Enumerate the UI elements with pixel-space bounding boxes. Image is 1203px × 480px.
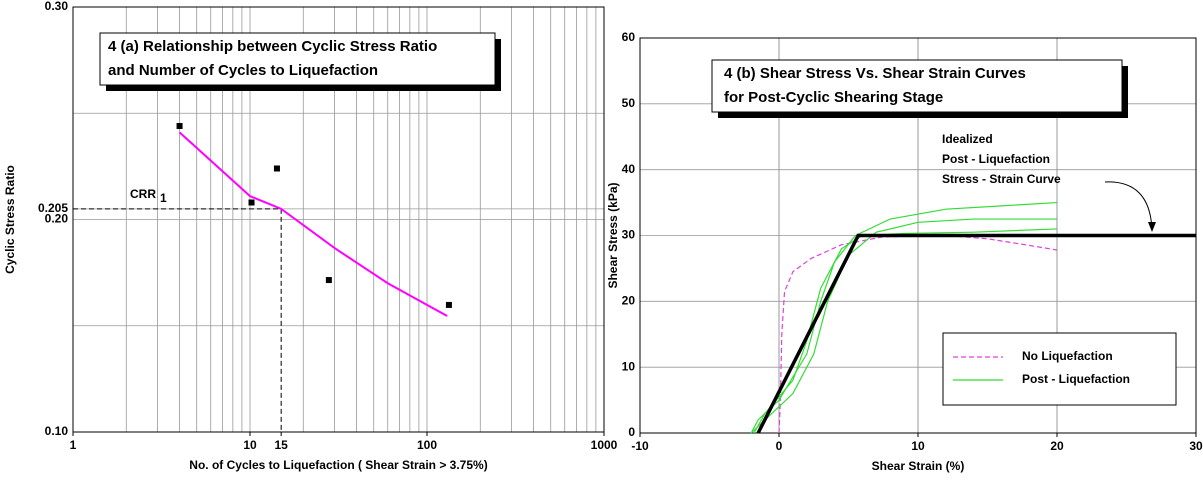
data-point <box>176 123 183 129</box>
data-point <box>445 301 452 308</box>
legend-label: Post - Liquefaction <box>1022 372 1130 386</box>
chart-title: for Post-Cyclic Shearing Stage <box>724 89 943 106</box>
chart-title: 4 (b) Shear Stress Vs. Shear Strain Curv… <box>724 65 1026 82</box>
x-tick-label: 1 <box>70 438 77 452</box>
x-tick-label: 20 <box>1050 439 1064 453</box>
arrow <box>1104 181 1153 231</box>
x-tick-label: 100 <box>417 438 437 452</box>
y-tick-label: 60 <box>622 30 636 44</box>
y-tick-label: 0.20 <box>45 212 69 226</box>
y-axis-label: Cyclic Stress Ratio <box>3 165 17 274</box>
annotation-label: CRR <box>130 187 156 201</box>
x-tick-label: 15 <box>274 438 288 452</box>
fit-curve <box>178 131 448 317</box>
data-point <box>273 165 280 172</box>
y-tick-label: 10 <box>622 359 636 373</box>
x-tick-label: 0 <box>776 439 783 453</box>
annotation: Post - Liquefaction <box>942 152 1050 166</box>
arrow-head <box>1148 222 1156 232</box>
annotation: CRR 1 <box>130 187 167 205</box>
y-tick-label: 0.10 <box>45 424 69 438</box>
x-tick-label: 10 <box>243 438 257 452</box>
legend-label: No Liquefaction <box>1022 349 1113 363</box>
y-tick-label: 0.30 <box>45 0 69 13</box>
chart-title: 4 (a) Relationship between Cyclic Stress… <box>108 38 437 55</box>
annotation-subscript: 1 <box>160 191 167 205</box>
chart-title: and Number of Cycles to Liquefaction <box>108 62 378 79</box>
series-line <box>753 228 1058 434</box>
series-line <box>778 234 1058 434</box>
x-axis-label: No. of Cycles to Liquefaction ( Shear St… <box>189 458 487 472</box>
y-tick-label: 50 <box>622 96 636 110</box>
x-axis-label: Shear Strain (%) <box>872 459 965 473</box>
idealized-line <box>756 233 1196 434</box>
x-tick-label: 30 <box>1189 439 1203 453</box>
title-box <box>711 59 1123 113</box>
annotation: Stress - Strain Curve <box>942 172 1061 186</box>
y-tick-label: 20 <box>622 294 636 308</box>
y-tick-label: 40 <box>622 162 636 176</box>
y-axis-label: Shear Stress (kPa) <box>606 182 620 288</box>
annotation: Idealized <box>942 132 993 146</box>
x-tick-label: -10 <box>631 439 649 453</box>
title-box <box>99 32 496 86</box>
x-tick-label: 1000 <box>591 438 618 452</box>
y-tick-label: 0 <box>628 425 635 439</box>
data-point <box>325 277 332 284</box>
data-point <box>248 199 255 206</box>
plot-frame <box>72 6 605 433</box>
y-tick-label: 0.205 <box>38 201 68 215</box>
x-tick-label: 10 <box>911 439 925 453</box>
y-tick-label: 30 <box>622 228 636 242</box>
legend-box <box>942 332 1177 406</box>
